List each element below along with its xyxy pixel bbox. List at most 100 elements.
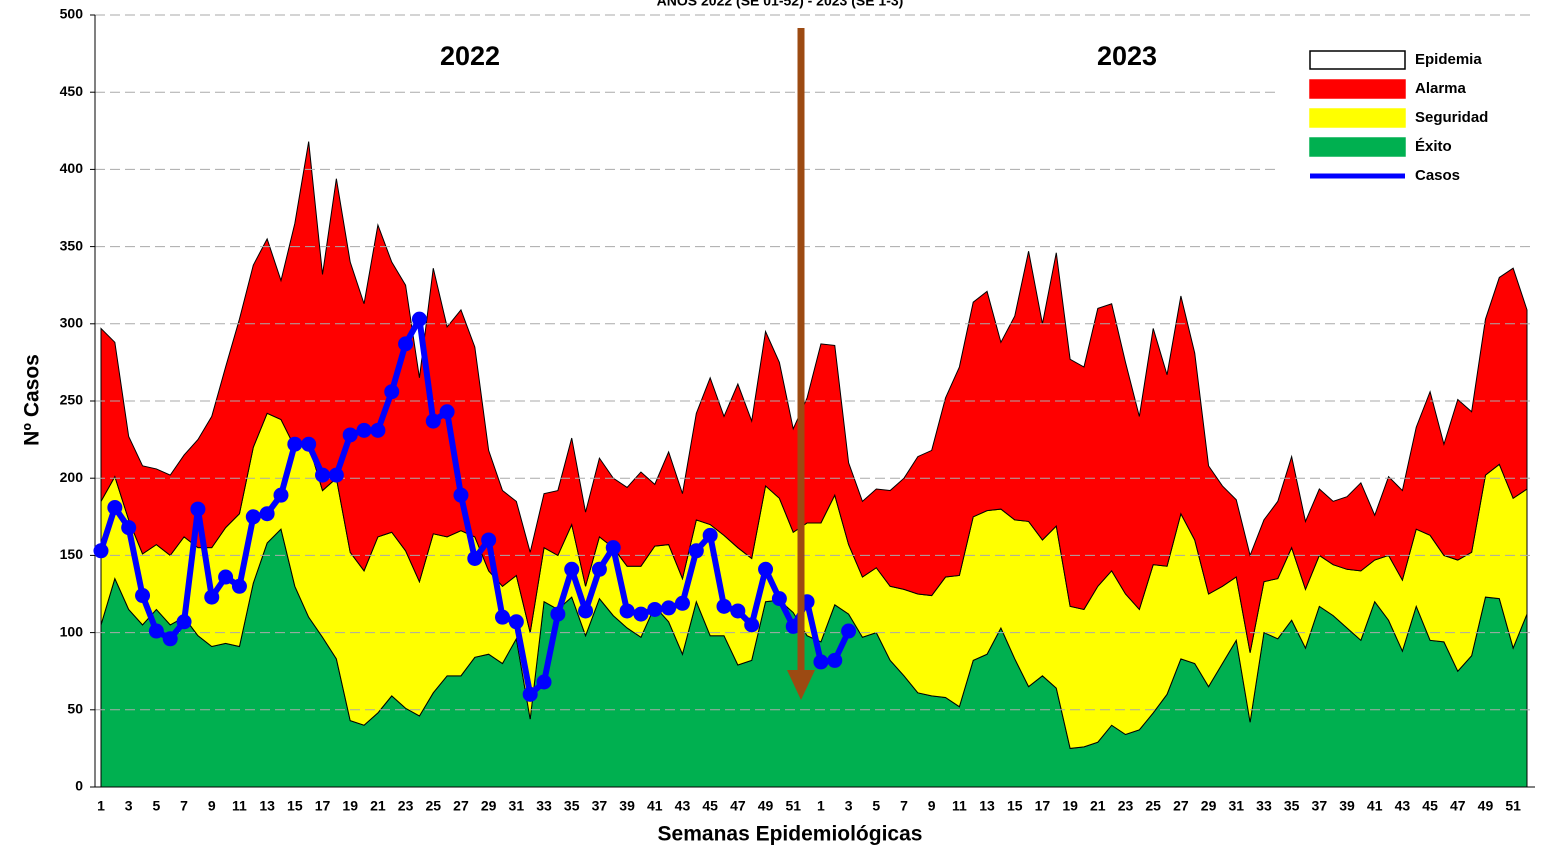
- x-tick-label: 23: [398, 798, 414, 814]
- legend-swatch: [1309, 79, 1406, 99]
- x-tick-label: 35: [1284, 798, 1300, 814]
- marker: [204, 589, 220, 605]
- legend-label: Casos: [1415, 167, 1460, 184]
- marker: [841, 623, 857, 639]
- marker: [758, 561, 774, 577]
- marker: [93, 543, 109, 559]
- x-tick-label: 45: [702, 798, 718, 814]
- y-tick-label: 150: [60, 546, 84, 562]
- marker: [273, 487, 289, 503]
- y-tick-label: 100: [60, 623, 84, 639]
- x-tick-label: 33: [1256, 798, 1272, 814]
- marker: [813, 654, 829, 670]
- x-tick-label: 47: [1450, 798, 1466, 814]
- marker: [702, 527, 718, 543]
- marker: [218, 569, 234, 585]
- marker: [107, 500, 123, 516]
- legend-label: Éxito: [1415, 138, 1452, 155]
- x-tick-label: 7: [180, 798, 188, 814]
- area: [100, 141, 1528, 653]
- marker: [190, 501, 206, 517]
- legend-swatch: [1309, 137, 1406, 157]
- marker: [744, 617, 760, 633]
- marker: [148, 623, 164, 639]
- y-axis-title: Nº Casos: [21, 354, 44, 446]
- x-tick-label: 21: [370, 798, 386, 814]
- marker: [771, 591, 787, 607]
- x-tick-label: 37: [1312, 798, 1328, 814]
- marker: [494, 609, 510, 625]
- x-tick-label: 23: [1118, 798, 1134, 814]
- x-tick-label: 9: [208, 798, 216, 814]
- x-tick-label: 43: [675, 798, 691, 814]
- x-tick-label: 15: [1007, 798, 1023, 814]
- marker: [259, 506, 275, 522]
- y-tick-label: 200: [60, 469, 84, 485]
- marker: [619, 603, 635, 619]
- marker: [231, 578, 247, 594]
- plot-area: [95, 14, 1535, 788]
- x-tick-label: 49: [758, 798, 774, 814]
- marker: [342, 427, 358, 443]
- marker: [425, 413, 441, 429]
- legend-label: Alarma: [1415, 80, 1467, 97]
- x-tick-label: 45: [1422, 798, 1438, 814]
- x-tick-label: 51: [1505, 798, 1521, 814]
- marker: [398, 336, 414, 352]
- y-tick-label: 300: [60, 315, 84, 331]
- marker: [536, 674, 552, 690]
- marker: [245, 509, 261, 525]
- arrow: [787, 28, 815, 700]
- x-tick-label: 27: [453, 798, 469, 814]
- marker: [522, 686, 538, 702]
- x-tick-label: 5: [872, 798, 880, 814]
- x-tick-label: 33: [536, 798, 552, 814]
- marker: [162, 631, 178, 647]
- marker: [453, 487, 469, 503]
- marker: [301, 436, 317, 452]
- x-tick-label: 5: [152, 798, 160, 814]
- x-tick-label: 17: [1035, 798, 1051, 814]
- x-tick-label: 7: [900, 798, 908, 814]
- x-tick-label: 25: [425, 798, 441, 814]
- marker: [121, 520, 137, 536]
- x-tick-label: 1: [97, 798, 105, 814]
- x-tick-label: 27: [1173, 798, 1189, 814]
- x-axis-title: Semanas Epidemiológicas: [658, 823, 923, 846]
- x-tick-label: 39: [1339, 798, 1355, 814]
- x-tick-label: 19: [342, 798, 358, 814]
- x-tick-label: 15: [287, 798, 303, 814]
- y-tick-label: 250: [60, 392, 84, 408]
- legend-label: Epidemia: [1415, 51, 1482, 68]
- x-tick-label: 11: [952, 798, 967, 814]
- annotation: 2023: [1097, 41, 1157, 71]
- y-tick-label: 450: [60, 83, 84, 99]
- marker: [827, 652, 843, 668]
- marker: [315, 467, 331, 483]
- x-tick-label: 39: [619, 798, 635, 814]
- y-tick-label: 400: [60, 160, 84, 176]
- x-tick-label: 11: [232, 798, 247, 814]
- x-tick-label: 19: [1062, 798, 1078, 814]
- marker: [564, 561, 580, 577]
- marker: [578, 603, 594, 619]
- marker: [730, 603, 746, 619]
- x-tick-label: 9: [928, 798, 936, 814]
- y-tick-label: 50: [67, 701, 83, 717]
- x-tick-label: 13: [259, 798, 275, 814]
- x-tick-label: 29: [1201, 798, 1217, 814]
- marker: [785, 618, 801, 634]
- x-tick-label: 41: [1367, 798, 1383, 814]
- marker: [135, 588, 151, 604]
- marker: [605, 540, 621, 556]
- marker: [481, 532, 497, 548]
- x-tick-label: 25: [1145, 798, 1161, 814]
- marker: [176, 614, 192, 630]
- marker: [287, 436, 303, 452]
- x-tick-label: 31: [1228, 798, 1244, 814]
- x-tick-label: 35: [564, 798, 580, 814]
- marker: [647, 601, 663, 617]
- y-tick-label: 350: [60, 237, 84, 253]
- y-tick-label: 0: [75, 778, 83, 794]
- x-tick-label: 37: [592, 798, 608, 814]
